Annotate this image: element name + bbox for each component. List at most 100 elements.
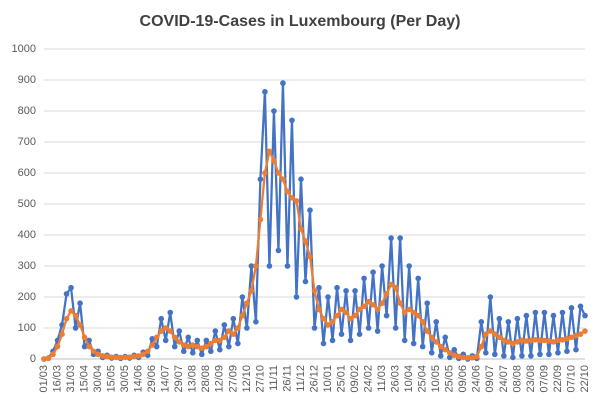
data-point: [230, 315, 237, 322]
data-point: [235, 340, 241, 347]
data-point: [275, 170, 282, 176]
data-point: [158, 328, 165, 334]
x-tick-label: 25/05: [444, 365, 456, 393]
data-point: [185, 334, 192, 341]
data-point: [568, 305, 575, 311]
data-point: [419, 343, 426, 350]
data-point: [244, 300, 250, 307]
y-tick-label: 200: [18, 291, 36, 303]
data-point: [365, 325, 372, 331]
data-point: [347, 337, 354, 344]
data-point: [528, 337, 534, 344]
data-point: [81, 334, 88, 341]
data-point: [379, 300, 385, 307]
x-tick-label: 30/04: [92, 365, 104, 393]
data-point: [63, 291, 70, 297]
data-point: [271, 108, 277, 114]
data-point: [176, 339, 183, 345]
data-point: [464, 354, 471, 361]
data-point: [298, 226, 304, 232]
x-tick-label: 10/04: [403, 365, 415, 393]
data-point: [437, 353, 444, 359]
data-point: [424, 300, 431, 307]
x-tick-label: 13/08: [187, 365, 199, 393]
data-point: [437, 343, 444, 350]
data-point: [487, 328, 494, 334]
data-point: [365, 298, 372, 305]
data-point: [501, 337, 507, 344]
data-point: [189, 350, 196, 356]
x-tick-label: 28/08: [200, 365, 212, 393]
data-point: [284, 188, 291, 195]
data-point: [180, 342, 187, 348]
data-point: [374, 306, 381, 313]
data-point: [546, 351, 552, 358]
data-point: [419, 319, 426, 325]
x-tick-label: 09/06: [457, 365, 469, 393]
data-point: [198, 351, 205, 358]
y-tick-label: 400: [18, 229, 36, 241]
data-point: [77, 300, 83, 307]
data-point: [446, 350, 453, 356]
data-point: [316, 284, 322, 291]
data-point: [469, 354, 476, 361]
data-point: [523, 312, 530, 319]
data-point: [559, 336, 566, 343]
data-point: [347, 315, 354, 322]
data-point: [81, 343, 88, 350]
data-point: [361, 303, 367, 310]
data-point: [428, 350, 435, 356]
y-tick-label: 100: [18, 322, 36, 334]
data-point: [140, 351, 146, 358]
x-tick-label: 29/07: [173, 365, 185, 393]
x-tick-label: 24/02: [363, 365, 375, 393]
x-tick-label: 15/05: [106, 365, 118, 393]
data-point: [356, 306, 363, 313]
data-point: [162, 337, 169, 344]
data-point: [176, 328, 183, 334]
data-point: [262, 170, 268, 176]
data-point: [325, 294, 331, 300]
data-point: [388, 235, 394, 241]
data-point: [370, 269, 376, 276]
data-point: [235, 325, 241, 331]
data-point: [149, 342, 155, 348]
x-tick-label: 12/09: [214, 365, 226, 393]
data-point: [135, 353, 142, 359]
x-tick-label: 22/09: [552, 365, 564, 393]
data-point: [226, 343, 232, 350]
data-point: [496, 315, 503, 322]
data-point: [302, 238, 309, 244]
data-point: [451, 346, 458, 353]
x-tick-label: 29/06: [146, 365, 158, 393]
data-point: [505, 319, 512, 325]
data-point: [573, 332, 579, 339]
x-tick-label: 14/06: [133, 365, 145, 393]
data-point: [370, 301, 376, 308]
data-point: [555, 350, 561, 356]
x-tick-label: 24/06: [471, 365, 483, 393]
data-point: [153, 334, 160, 341]
data-point: [316, 306, 322, 313]
x-tick-label: 11/11: [268, 365, 280, 391]
data-point: [171, 334, 178, 341]
data-point: [510, 340, 516, 347]
data-point: [532, 309, 539, 316]
data-point: [483, 350, 489, 356]
data-point: [239, 294, 246, 300]
chart-title: COVID-19-Cases in Luxembourg (Per Day): [140, 13, 461, 30]
data-point: [257, 216, 264, 223]
data-point: [564, 336, 570, 342]
x-tick-label: 09/02: [349, 365, 361, 393]
data-point: [564, 348, 570, 355]
data-point: [59, 331, 65, 338]
x-tick-label: 01/03: [38, 365, 50, 393]
data-point: [334, 284, 340, 291]
y-tick-label: 500: [18, 198, 36, 210]
y-tick-label: 700: [18, 136, 36, 148]
data-point: [149, 336, 155, 342]
x-tick-label: 31/03: [65, 365, 77, 393]
data-point: [383, 312, 390, 319]
data-point: [541, 309, 548, 316]
x-tick-label: 26/03: [390, 365, 402, 393]
